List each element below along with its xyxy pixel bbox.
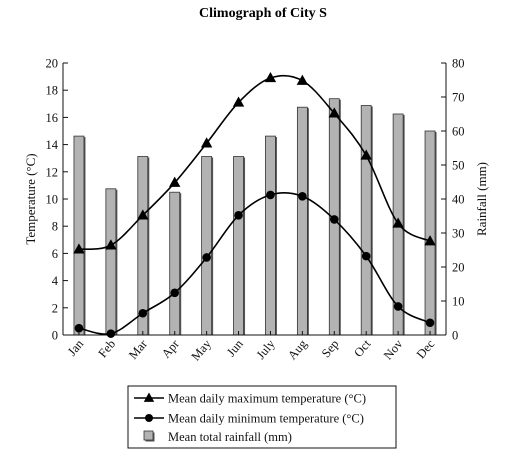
x-tick-label: May <box>188 336 214 363</box>
legend-max-label: Mean daily maximum temperature (°C) <box>168 392 366 406</box>
legend-rain-swatch <box>143 430 154 441</box>
x-tick-label: Oct <box>351 337 374 360</box>
x-tick-label: July <box>254 336 279 362</box>
min-temp-point <box>202 253 211 262</box>
right-tick-label: 30 <box>452 227 465 241</box>
chart-title: Climograph of City S <box>199 6 327 21</box>
min-temp-point <box>393 302 403 311</box>
max-temp-point <box>328 107 340 118</box>
rainfall-bar <box>360 105 372 336</box>
left-tick-label: 0 <box>52 329 58 343</box>
right-tick-label: 80 <box>452 57 465 71</box>
min-temp-point <box>74 323 84 333</box>
x-tick-label: Aug <box>285 336 310 362</box>
max-temp-point <box>264 71 277 83</box>
right-tick-label: 20 <box>452 261 465 275</box>
right-tick-label: 40 <box>452 193 465 207</box>
x-tick-label: Dec <box>414 337 438 362</box>
max-temp-point <box>105 239 117 250</box>
min-temp-point <box>266 190 275 200</box>
left-tick-label: 20 <box>46 57 59 71</box>
min-temp-point <box>329 215 339 224</box>
x-tick-label: Sep <box>319 337 342 360</box>
right-axis-title: Rainfall (mm) <box>474 162 489 236</box>
max-temp-point <box>200 137 213 148</box>
right-tick-label: 50 <box>452 159 465 173</box>
legend-box <box>127 385 397 449</box>
legend-min-label: Mean daily minimum temperature (°C) <box>168 412 364 426</box>
left-tick-label: 4 <box>52 274 59 288</box>
rainfall-bar <box>265 135 276 336</box>
max-temp-point <box>169 176 181 187</box>
rainfall-bar <box>424 130 436 336</box>
rainfall-bar <box>233 156 244 336</box>
left-tick-label: 10 <box>46 193 59 207</box>
x-tick-label: Apr <box>159 336 183 361</box>
right-tick-label: 70 <box>452 91 465 105</box>
legend-max-marker <box>143 392 155 402</box>
min-temp-point <box>234 211 243 220</box>
rainfall-bar <box>201 156 213 336</box>
x-tick-label: Feb <box>95 337 118 360</box>
right-tick-label: 0 <box>452 329 458 343</box>
min-temp-point <box>106 329 116 338</box>
left-tick-label: 16 <box>46 111 59 125</box>
min-temp-point <box>361 251 371 261</box>
min-temp-point <box>425 318 435 328</box>
max-temp-line <box>78 74 431 251</box>
left-axis-title: Temperature (°C) <box>23 153 38 244</box>
x-tick-label: Mar <box>126 336 151 362</box>
min-temp-point <box>138 308 148 318</box>
legend: Mean daily maximum temperature (°C) Mean … <box>127 385 397 449</box>
max-temp-point <box>137 209 149 220</box>
min-temp-line <box>78 192 431 335</box>
left-tick-label: 6 <box>52 247 58 261</box>
x-tick-label: Jun <box>224 336 246 359</box>
left-tick-label: 18 <box>46 84 59 98</box>
left-tick-label: 2 <box>52 301 58 315</box>
rainfall-bar <box>105 188 117 336</box>
rainfall-bar <box>169 191 181 336</box>
max-temp-point <box>360 149 372 160</box>
left-tick-label: 8 <box>52 220 58 234</box>
right-tick-label: 60 <box>452 125 465 139</box>
x-tick-label: Jan <box>65 336 87 358</box>
max-temp-point <box>232 96 245 107</box>
legend-min-marker <box>145 414 153 422</box>
legend-rain-label: Mean total rainfall (mm) <box>168 430 292 444</box>
rainfall-bar <box>296 106 308 336</box>
max-temp-point <box>296 74 309 85</box>
right-tick-label: 10 <box>452 295 465 309</box>
left-tick-label: 14 <box>46 138 59 152</box>
rainfall-bar <box>137 156 149 336</box>
max-temp-point <box>424 235 436 246</box>
rainfall-bar <box>73 135 85 336</box>
min-temp-point <box>298 191 307 201</box>
min-temp-point <box>170 288 180 298</box>
max-temp-point <box>392 217 404 228</box>
max-temp-point <box>73 243 85 254</box>
left-tick-label: 12 <box>46 165 59 179</box>
x-tick-label: Nov <box>381 336 406 362</box>
